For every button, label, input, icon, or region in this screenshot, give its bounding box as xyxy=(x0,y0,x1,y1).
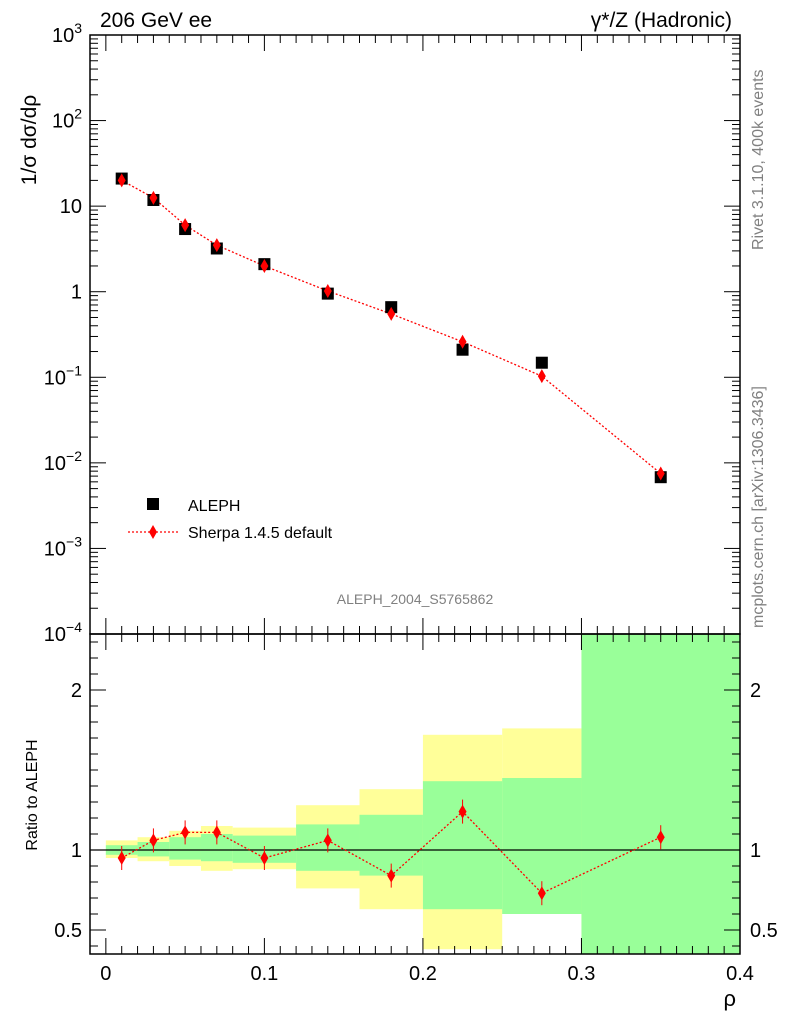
legend: ALEPH Sherpa 1.4.5 default xyxy=(128,498,333,542)
sherpa-point xyxy=(260,258,269,273)
sherpa-point xyxy=(537,369,546,384)
legend-aleph-label: ALEPH xyxy=(188,498,240,515)
analysis-label: ALEPH_2004_S5765862 xyxy=(337,591,494,607)
ratio-y-tick-label-left: 2 xyxy=(71,680,82,702)
ratio-y-tick-label-right: 1 xyxy=(750,840,761,862)
main-y-tick-label: 10 xyxy=(60,196,82,218)
main-y-tick-label: 1 xyxy=(71,282,82,304)
sherpa-point xyxy=(323,283,332,298)
ratio-sherpa-point xyxy=(387,868,396,883)
aleph-point xyxy=(535,356,548,369)
x-tick-label: 0 xyxy=(100,963,111,985)
mcplots-label: mcplots.cern.ch [arXiv:1306.3436] xyxy=(750,386,767,628)
ratio-y-tick-label-left: 0.5 xyxy=(54,920,82,942)
rivet-label: Rivet 3.1.10, 400k events xyxy=(750,69,767,250)
ratio-uncertainty-bands xyxy=(105,634,740,954)
sherpa-point xyxy=(149,190,158,205)
ratio-sherpa-point xyxy=(117,851,126,865)
ratio-sherpa-line xyxy=(121,810,662,894)
ratio-y-tick-label-left: 1 xyxy=(71,840,82,862)
sherpa-point xyxy=(212,238,221,253)
sherpa-point xyxy=(458,334,467,349)
sherpa-point xyxy=(656,466,665,481)
ratio-sherpa-point xyxy=(656,830,665,845)
legend-sherpa-label: Sherpa 1.4.5 default xyxy=(188,525,333,542)
ratio-plot-frame xyxy=(89,633,741,955)
main-plot-frame xyxy=(89,34,741,635)
sherpa-point xyxy=(117,173,126,188)
ratio-series xyxy=(117,799,665,906)
ratio-sherpa-point xyxy=(323,833,332,848)
x-tick-label: 0.4 xyxy=(726,963,754,985)
x-tick-label: 0.3 xyxy=(568,963,596,985)
aleph-point xyxy=(456,343,469,356)
main-y-tick-label: 103 xyxy=(52,20,82,47)
ratio-sherpa-point xyxy=(458,804,467,819)
sherpa-line xyxy=(121,179,662,475)
legend-sherpa-marker xyxy=(149,525,157,539)
green-band-2 xyxy=(169,837,201,860)
main-y-tick-label: 10−2 xyxy=(44,448,82,475)
x-tick-label: 0.1 xyxy=(250,963,278,985)
ratio-sherpa-point xyxy=(537,886,546,901)
ratio-sherpa-point xyxy=(212,825,221,840)
ratio-sherpa-point xyxy=(149,833,158,848)
main-y-tick-label: 10−3 xyxy=(44,533,82,560)
plot-title: 206 GeV ee xyxy=(100,9,212,32)
ratio-y-tick-label-right: 0.5 xyxy=(750,920,778,942)
main-y-axis-label: 1/σ dσ/dρ xyxy=(18,95,41,185)
main-axes: 10−4 10−3 10−2 10−1 1 10 102 103 xyxy=(44,20,741,646)
process-label: γ*/Z (Hadronic) xyxy=(591,9,732,32)
sherpa-point xyxy=(387,306,396,321)
legend-aleph-marker xyxy=(147,498,159,510)
x-axis-label: ρ xyxy=(723,986,736,1011)
main-y-tick-label: 10−1 xyxy=(44,362,82,389)
ratio-sherpa-point xyxy=(260,851,269,865)
main-y-tick-label: 10−4 xyxy=(44,619,82,646)
green-band-9 xyxy=(581,634,740,954)
main-series xyxy=(115,172,667,484)
ratio-sherpa-point xyxy=(181,825,190,840)
main-y-tick-label: 102 xyxy=(52,106,82,133)
x-tick-label: 0.2 xyxy=(409,963,437,985)
sherpa-point xyxy=(181,218,190,233)
ratio-y-axis-label: Ratio to ALEPH xyxy=(24,739,41,850)
ratio-y-tick-label-right: 2 xyxy=(750,680,761,702)
